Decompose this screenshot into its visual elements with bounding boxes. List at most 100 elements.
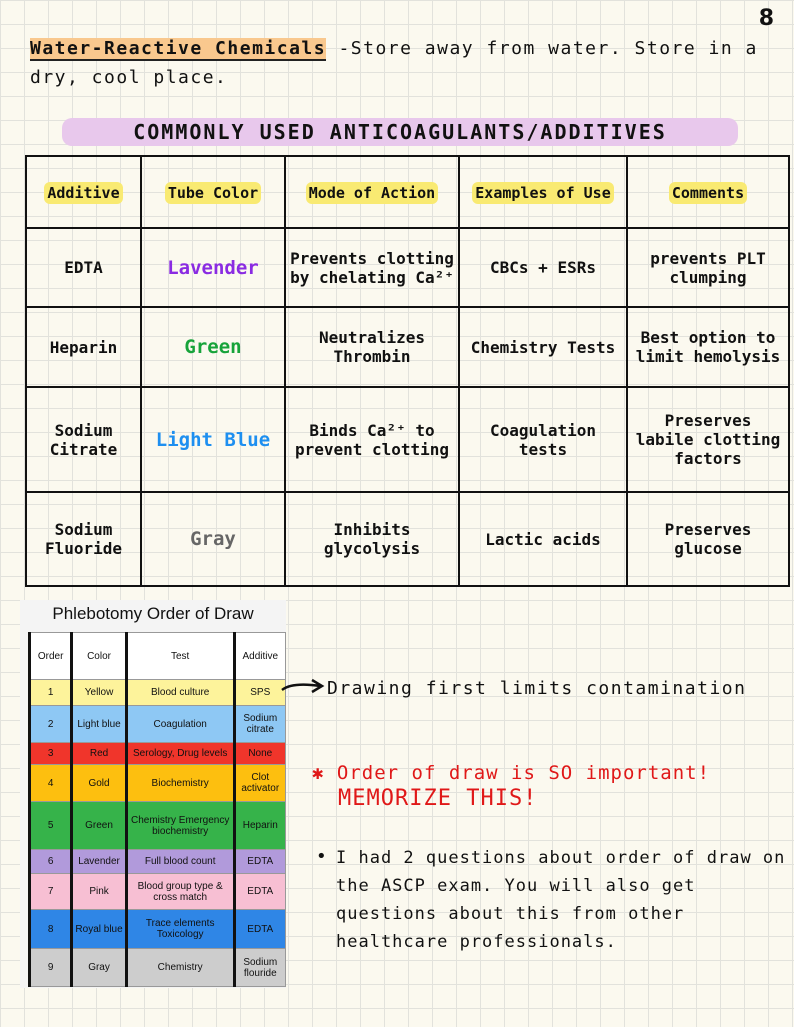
cell: EDTA [25, 227, 142, 308]
row: 2 Light blue Coagulation Sodium citrate [27, 705, 287, 743]
header-text: Examples of Use [472, 181, 614, 204]
row: Sodium Citrate Light Blue Binds Ca²⁺ to pr… [25, 386, 790, 493]
header-cell: Examples of Use [458, 155, 628, 229]
anticoagulant-table: Additive Tube Color Mode of Action Examples… [25, 155, 790, 587]
header-row: Order Color Test Additive [27, 632, 287, 680]
cell: Lavender [71, 849, 127, 874]
cell: Serology, Drug levels [124, 742, 236, 765]
cell: Clot activator [233, 764, 287, 802]
header-text: Mode of Action [305, 181, 439, 204]
page-number: 8 [758, 6, 774, 31]
arrow [281, 678, 325, 694]
order-title: Phlebotomy Order of Draw [52, 604, 254, 623]
header-cell: Order [27, 632, 74, 680]
header-text: Comments [668, 181, 748, 204]
cell: EDTA [233, 873, 287, 910]
arrow-line [281, 678, 325, 694]
cell: Yellow [71, 679, 127, 706]
cell: prevents PLT clumping [626, 227, 790, 308]
cell: Royal blue [71, 909, 127, 949]
cell: 4 [27, 764, 74, 802]
intro-heading: Water-Reactive Chemicals [30, 38, 327, 61]
cell: SPS [233, 679, 287, 706]
order-of-draw-chart: Phlebotomy Order of Draw Order Color Test A… [20, 600, 287, 988]
cell: None [233, 742, 287, 765]
row: 9 Gray Chemistry Sodium flouride [27, 948, 287, 987]
cell: 8 [27, 909, 74, 949]
header-cell: Additive [233, 632, 287, 680]
cell: 3 [27, 742, 74, 765]
asterisk: ✱ [312, 762, 337, 784]
row: Heparin Green Neutralizes Thrombin Chemistr… [25, 306, 790, 388]
cell: Green [140, 306, 286, 388]
cell: Biochemistry [124, 764, 236, 802]
row: 3 Red Serology, Drug levels None [27, 742, 287, 765]
important-note: ✱ Order of draw is SO important! [312, 762, 710, 784]
cell: Sodium citrate [233, 705, 287, 743]
cell: Light blue [71, 705, 127, 743]
cell: 5 [27, 801, 74, 850]
row: 1 Yellow Blood culture SPS [27, 679, 287, 706]
row: Sodium Fluoride Gray Inhibits glycolysis La… [25, 491, 790, 587]
header-cell: Comments [626, 155, 790, 229]
header-text: Additive [44, 181, 123, 204]
cell: Light Blue [140, 386, 286, 493]
cell: Sodium Citrate [25, 386, 142, 493]
cell: Heparin [25, 306, 142, 388]
cell: Coagulation tests [458, 386, 628, 493]
cell: CBCs + ESRs [458, 227, 628, 308]
memorize-note: MEMORIZE THIS! [338, 786, 538, 811]
header-cell: Color [71, 632, 127, 680]
cell: Binds Ca²⁺ to prevent clotting [284, 386, 460, 493]
cell: Lactic acids [458, 491, 628, 587]
row: 5 Green Chemistry Emergency biochemistry He… [27, 801, 287, 850]
cell: Chemistry [124, 948, 236, 987]
cell: Lavender [140, 227, 286, 308]
header-cell: Additive [25, 155, 142, 229]
cell: Coagulation [124, 705, 236, 743]
cell: 6 [27, 849, 74, 874]
bullet-note: I had 2 questions about order of draw on… [336, 848, 786, 952]
table-title: COMMONLY USED ANTICOAGULANTS/ADDITIVES [62, 118, 738, 146]
cell: Sodium flouride [233, 948, 287, 987]
cell: Chemistry Emergency biochemistry [124, 801, 236, 850]
row: EDTA Lavender Prevents clotting by chelati… [25, 227, 790, 308]
cell: Full blood count [124, 849, 236, 874]
cell: Gray [71, 948, 127, 987]
header-cell: Mode of Action [284, 155, 460, 229]
cell: Gold [71, 764, 127, 802]
header-row: Additive Tube Color Mode of Action Examples… [25, 155, 790, 229]
cell: Preserves labile clotting factors [626, 386, 790, 493]
cell: Blood culture [124, 679, 236, 706]
cell: Best option to limit hemolysis [626, 306, 790, 388]
intro: Water-Reactive Chemicals -Store away fro… [30, 34, 770, 92]
header-cell: Test [124, 632, 236, 680]
cell: 9 [27, 948, 74, 987]
cell: EDTA [233, 909, 287, 949]
cell: 7 [27, 873, 74, 910]
important-text: Order of draw is SO important! [336, 762, 711, 784]
cell: Sodium Fluoride [25, 491, 142, 587]
header-cell: Tube Color [140, 155, 286, 229]
bullet-dot: • [316, 846, 327, 867]
cell: Blood group type & cross match [124, 873, 236, 910]
cell: 1 [27, 679, 74, 706]
cell: Neutralizes Thrombin [284, 306, 460, 388]
row: 8 Royal blue Trace elements Toxicology EDTA [27, 909, 287, 949]
cell: Trace elements Toxicology [124, 909, 236, 949]
cell: Pink [71, 873, 127, 910]
cell: Green [71, 801, 127, 850]
row: 6 Lavender Full blood count EDTA [27, 849, 287, 874]
cell: Preserves glucose [626, 491, 790, 587]
cell: 2 [27, 705, 74, 743]
intro-text: -Store away from water. Store in a dry, … [30, 38, 758, 88]
cell: Red [71, 742, 127, 765]
cell: Chemistry Tests [458, 306, 628, 388]
arrow-note: Drawing first limits contamination [327, 678, 747, 699]
row: 4 Gold Biochemistry Clot activator [27, 764, 287, 802]
row: 7 Pink Blood group type & cross match EDTA [27, 873, 287, 910]
cell: Gray [140, 491, 286, 587]
cell: Heparin [233, 801, 287, 850]
cell: EDTA [233, 849, 287, 874]
